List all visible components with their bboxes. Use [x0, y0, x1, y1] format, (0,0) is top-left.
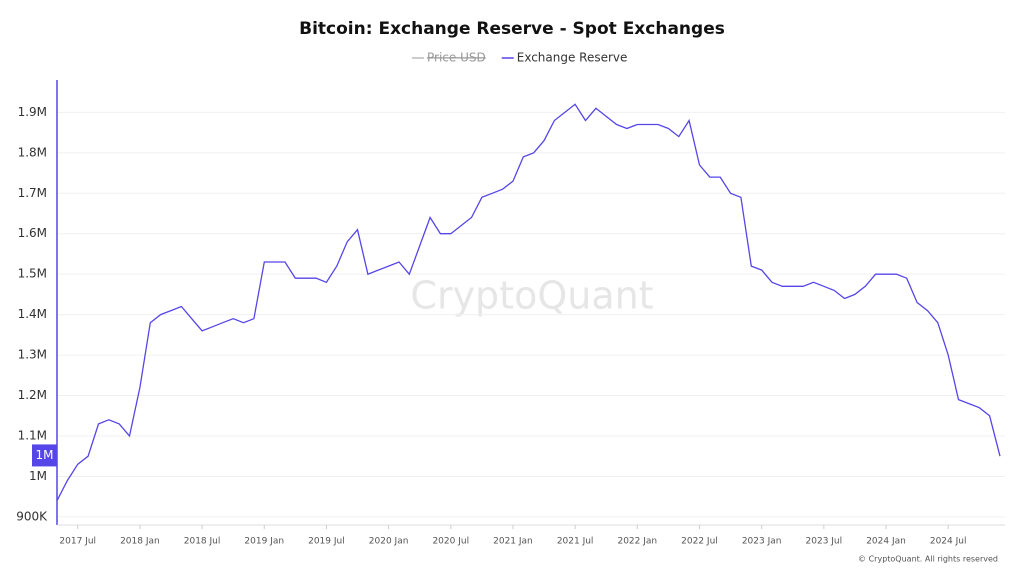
x-tick-label: 2019 Jan — [244, 537, 284, 547]
x-tick-label: 2017 Jul — [59, 537, 96, 547]
x-tick-label: 2021 Jul — [557, 537, 594, 547]
legend-label: Exchange Reserve — [517, 51, 628, 65]
y-tick-label: 1.7M — [18, 186, 47, 200]
current-value-badge — [32, 444, 57, 467]
y-tick-label: 900K — [16, 509, 48, 523]
y-tick-label: 1.9M — [18, 105, 47, 119]
y-tick-label: 1.2M — [18, 388, 47, 402]
x-tick-label: 2021 Jan — [493, 537, 533, 547]
y-tick-label: 1.1M — [18, 429, 47, 443]
x-tick-label: 2020 Jul — [432, 537, 469, 547]
footer: © CryptoQuant. All rights reserved — [858, 555, 998, 564]
y-tick-label: 1.3M — [18, 348, 47, 362]
y-tick-label: 1.5M — [18, 267, 47, 281]
x-tick-label: 2024 Jul — [930, 537, 967, 547]
chart-title: Bitcoin: Exchange Reserve - Spot Exchang… — [299, 19, 725, 39]
x-tick-label: 2023 Jul — [806, 537, 843, 547]
x-tick-label: 2020 Jan — [369, 537, 409, 547]
x-tick-label: 2022 Jul — [681, 537, 718, 547]
x-tick-label: 2019 Jul — [308, 537, 345, 547]
data-line — [56, 103, 1001, 501]
current-value-label: 1M — [36, 448, 54, 462]
x-tick-label: 2024 Jan — [866, 537, 906, 547]
x-tick-label: 2022 Jan — [617, 537, 657, 547]
y-tick-label: 1.8M — [18, 145, 47, 159]
x-tick-label: 2018 Jul — [184, 537, 221, 547]
y-tick-label: 1.4M — [18, 307, 47, 321]
watermark: CryptoQuant — [410, 274, 653, 318]
y-tick-label: 1M — [29, 469, 47, 483]
x-tick-label: 2023 Jan — [742, 537, 782, 547]
x-tick-label: 2018 Jan — [120, 537, 160, 547]
y-tick-label: 1.6M — [18, 226, 47, 240]
